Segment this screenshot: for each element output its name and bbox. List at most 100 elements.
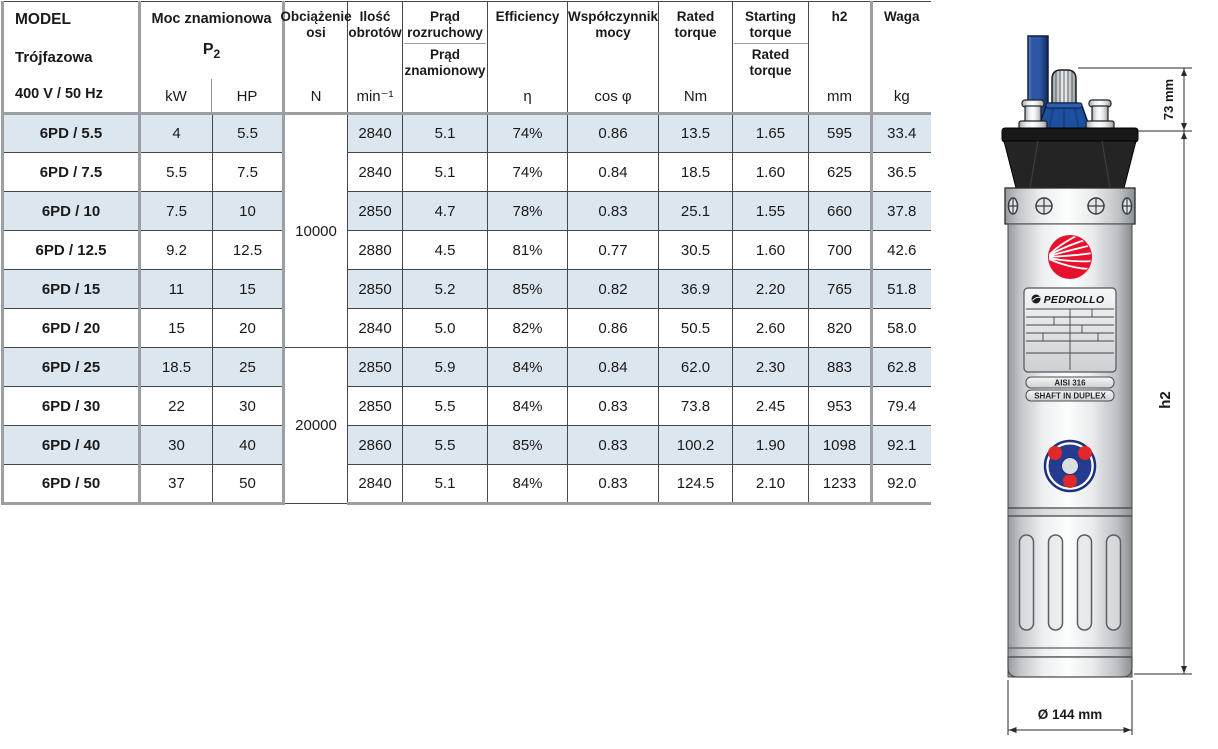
header-rated-power: Moc znamionowa P2 kW HP — [137, 1, 285, 115]
kw-cell: 9.2 — [138, 230, 213, 270]
stud-bolt-left — [1018, 99, 1048, 130]
shaft-badge-label: SHAFT IN DUPLEX — [1034, 392, 1106, 401]
h2-cell: 953 — [808, 386, 873, 426]
model-title: MODEL — [15, 11, 71, 28]
model-cell: 6PD / 30 — [2, 386, 140, 426]
h2-cell: 1098 — [808, 425, 873, 465]
material-badge: AISI 316 — [1025, 376, 1115, 389]
power-factor-cell: 0.86 — [567, 308, 660, 348]
stud-bolt-right — [1085, 99, 1115, 130]
efficiency-cell: 82% — [487, 308, 569, 348]
torque-ratio-cell: 2.45 — [732, 386, 810, 426]
current-ratio-cell: 5.0 — [402, 308, 489, 348]
dimension-arrows — [1008, 68, 1187, 733]
axle-load-cell: 20000 — [282, 347, 349, 504]
motor-collar — [1004, 187, 1136, 225]
model-cell: 6PD / 15 — [2, 269, 140, 309]
model-cell: 6PD / 5.5 — [2, 113, 140, 153]
header-h2: h2 mm — [808, 1, 873, 115]
model-cell: 6PD / 25 — [2, 347, 140, 387]
model-phase: Trójfazowa — [15, 48, 93, 66]
h2-cell: 660 — [808, 191, 873, 231]
weight-cell: 92.1 — [870, 425, 931, 465]
header-model: MODEL Trójfazowa 400 V / 50 Hz — [2, 1, 140, 115]
current-ratio-cell: 5.5 — [402, 425, 489, 465]
axle-load-cell: 10000 — [282, 113, 349, 348]
rpm-cell: 2850 — [347, 269, 404, 309]
torque-ratio-cell: 2.60 — [732, 308, 810, 348]
hp-cell: 25 — [211, 347, 285, 387]
rated-torque-cell: 25.1 — [658, 191, 734, 231]
h2-cell: 1233 — [808, 464, 873, 505]
rated-torque-cell: 100.2 — [658, 425, 734, 465]
weight-cell: 92.0 — [870, 464, 931, 505]
kw-cell: 22 — [138, 386, 213, 426]
efficiency-cell: 74% — [487, 152, 569, 192]
unit-kw: kW — [165, 87, 187, 105]
header-torque-ratio: Starting torque Rated torque — [732, 1, 810, 115]
hp-cell: 12.5 — [211, 230, 285, 270]
power-factor-cell: 0.77 — [567, 230, 660, 270]
power-factor-cell: 0.83 — [567, 386, 660, 426]
rpm-cell: 2850 — [347, 347, 404, 387]
hp-cell: 40 — [211, 425, 285, 465]
h2-cell: 883 — [808, 347, 873, 387]
model-cell: 6PD / 7.5 — [2, 152, 140, 192]
table-row: 6PD / 12.5 9.2 12.5 2880 4.5 81% 0.77 30… — [2, 230, 931, 270]
current-ratio-cell: 5.1 — [402, 464, 489, 505]
efficiency-cell: 74% — [487, 113, 569, 153]
model-voltage: 400 V / 50 Hz — [15, 86, 103, 103]
h2-cell: 820 — [808, 308, 873, 348]
kw-cell: 18.5 — [138, 347, 213, 387]
efficiency-cell: 85% — [487, 269, 569, 309]
spec-table: MODEL Trójfazowa 400 V / 50 Hz Moc znami… — [1, 1, 931, 505]
h2-cell: 625 — [808, 152, 873, 192]
kw-cell: 30 — [138, 425, 213, 465]
kw-cell: 15 — [138, 308, 213, 348]
hp-cell: 30 — [211, 386, 285, 426]
brand-globe-icon — [1031, 294, 1041, 304]
table-row: 6PD / 10 7.5 10 2850 4.7 78% 0.83 25.1 1… — [2, 191, 931, 231]
dim-diameter-label: Ø 144 mm — [1038, 707, 1103, 722]
hp-cell: 50 — [211, 464, 285, 505]
h2-cell: 700 — [808, 230, 873, 270]
rpm-cell: 2840 — [347, 308, 404, 348]
weight-cell: 62.8 — [870, 347, 931, 387]
rated-torque-cell: 62.0 — [658, 347, 734, 387]
header-speed: Ilość obrotów min⁻¹ — [347, 1, 404, 115]
pump-illustration: PEDROLLO AISI 316 SHAFT IN DUPLEX — [1001, 35, 1192, 735]
hp-cell: 7.5 — [211, 152, 285, 192]
kw-cell: 5.5 — [138, 152, 213, 192]
power-factor-cell: 0.84 — [567, 347, 660, 387]
rpm-cell: 2850 — [347, 386, 404, 426]
pedrollo-logo-swirl — [1048, 235, 1092, 279]
model-cell: 6PD / 20 — [2, 308, 140, 348]
power-factor-cell: 0.84 — [567, 152, 660, 192]
hp-cell: 5.5 — [211, 113, 285, 153]
rpm-cell: 2840 — [347, 113, 404, 153]
motor-top-cap — [1001, 127, 1139, 189]
header-starting-current-ratio: Prąd rozruchowy Prąd znamionowy — [402, 1, 489, 115]
rated-power-symbol: P2 — [202, 40, 221, 61]
body-groove — [1008, 507, 1132, 517]
efficiency-cell: 78% — [487, 191, 569, 231]
weight-cell: 37.8 — [870, 191, 931, 231]
rpm-cell: 2850 — [347, 191, 404, 231]
weight-cell: 51.8 — [870, 269, 931, 309]
table-row: 6PD / 20 15 20 2840 5.0 82% 0.86 50.5 2.… — [2, 308, 931, 348]
header-rated-torque: Rated torque Nm — [658, 1, 734, 115]
table-row: 6PD / 25 18.5 25 20000 2850 5.9 84% 0.84 … — [2, 347, 931, 504]
rated-power-title: Moc znamionowa — [151, 11, 272, 27]
rpm-cell: 2840 — [347, 464, 404, 505]
rated-torque-cell: 50.5 — [658, 308, 734, 348]
torque-ratio-cell: 1.65 — [732, 113, 810, 153]
power-factor-cell: 0.83 — [567, 464, 660, 505]
power-factor-cell: 0.82 — [567, 269, 660, 309]
model-cell: 6PD / 50 — [2, 464, 140, 505]
brand-wordmark: PEDROLLO — [1044, 294, 1105, 306]
torque-ratio-cell: 2.10 — [732, 464, 810, 505]
torque-ratio-cell: 2.30 — [732, 347, 810, 387]
hp-cell: 15 — [211, 269, 285, 309]
torque-ratio-cell: 1.60 — [732, 152, 810, 192]
